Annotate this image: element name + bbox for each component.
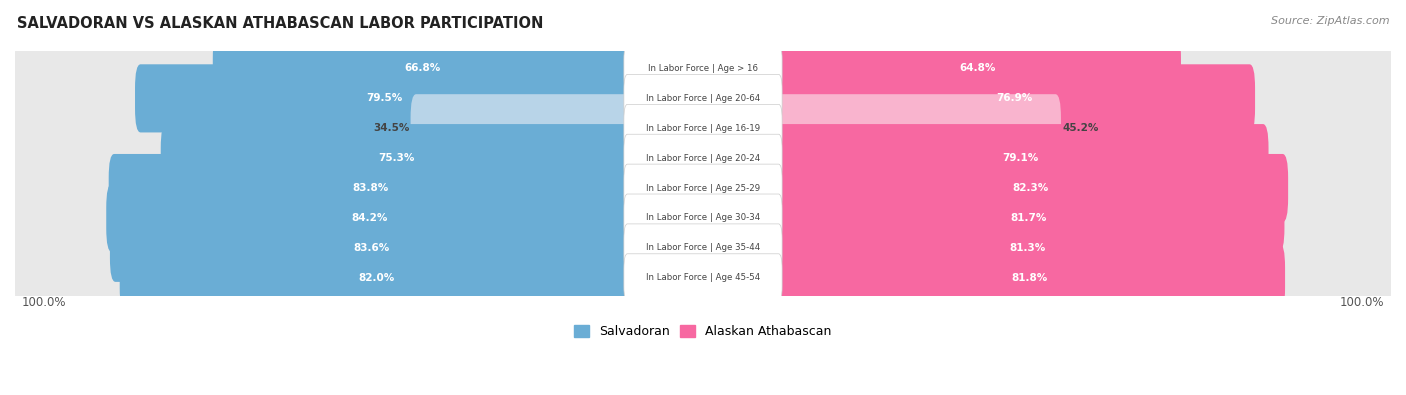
FancyBboxPatch shape [773, 94, 1062, 162]
Text: In Labor Force | Age > 16: In Labor Force | Age > 16 [648, 64, 758, 73]
FancyBboxPatch shape [110, 214, 633, 282]
Text: In Labor Force | Age 25-29: In Labor Force | Age 25-29 [645, 184, 761, 192]
FancyBboxPatch shape [773, 64, 1256, 132]
FancyBboxPatch shape [411, 94, 633, 162]
Text: In Labor Force | Age 45-54: In Labor Force | Age 45-54 [645, 273, 761, 282]
FancyBboxPatch shape [108, 154, 633, 222]
FancyBboxPatch shape [107, 184, 633, 252]
FancyBboxPatch shape [15, 25, 1391, 111]
Legend: Salvadoran, Alaskan Athabascan: Salvadoran, Alaskan Athabascan [569, 320, 837, 343]
FancyBboxPatch shape [773, 214, 1282, 282]
FancyBboxPatch shape [773, 244, 1285, 312]
FancyBboxPatch shape [624, 104, 782, 152]
Text: 66.8%: 66.8% [405, 64, 441, 73]
Text: 84.2%: 84.2% [352, 213, 388, 223]
FancyBboxPatch shape [773, 154, 1288, 222]
Text: In Labor Force | Age 30-34: In Labor Force | Age 30-34 [645, 213, 761, 222]
FancyBboxPatch shape [15, 115, 1391, 201]
Text: In Labor Force | Age 35-44: In Labor Force | Age 35-44 [645, 243, 761, 252]
FancyBboxPatch shape [15, 205, 1391, 291]
Text: 79.5%: 79.5% [366, 93, 402, 103]
FancyBboxPatch shape [15, 85, 1391, 171]
Text: 34.5%: 34.5% [373, 123, 409, 133]
FancyBboxPatch shape [15, 145, 1391, 231]
Text: 64.8%: 64.8% [959, 64, 995, 73]
Text: 82.3%: 82.3% [1012, 183, 1049, 193]
FancyBboxPatch shape [624, 254, 782, 302]
FancyBboxPatch shape [120, 244, 633, 312]
Text: 76.9%: 76.9% [995, 93, 1032, 103]
Text: 81.8%: 81.8% [1011, 273, 1047, 283]
FancyBboxPatch shape [212, 34, 633, 103]
FancyBboxPatch shape [15, 175, 1391, 261]
FancyBboxPatch shape [160, 124, 633, 192]
Text: 75.3%: 75.3% [378, 153, 415, 163]
Text: Source: ZipAtlas.com: Source: ZipAtlas.com [1271, 16, 1389, 26]
Text: 81.7%: 81.7% [1011, 213, 1047, 223]
Text: 100.0%: 100.0% [1340, 295, 1384, 308]
FancyBboxPatch shape [624, 224, 782, 272]
Text: 45.2%: 45.2% [1063, 123, 1098, 133]
FancyBboxPatch shape [773, 34, 1181, 103]
Text: SALVADORAN VS ALASKAN ATHABASCAN LABOR PARTICIPATION: SALVADORAN VS ALASKAN ATHABASCAN LABOR P… [17, 16, 543, 31]
FancyBboxPatch shape [624, 134, 782, 182]
Text: In Labor Force | Age 16-19: In Labor Force | Age 16-19 [645, 124, 761, 133]
FancyBboxPatch shape [15, 235, 1391, 321]
Text: In Labor Force | Age 20-24: In Labor Force | Age 20-24 [645, 154, 761, 163]
Text: 81.3%: 81.3% [1010, 243, 1046, 253]
FancyBboxPatch shape [624, 45, 782, 92]
Text: 100.0%: 100.0% [22, 295, 66, 308]
FancyBboxPatch shape [624, 194, 782, 242]
Text: 79.1%: 79.1% [1002, 153, 1039, 163]
Text: 83.6%: 83.6% [353, 243, 389, 253]
FancyBboxPatch shape [135, 64, 633, 132]
Text: 83.8%: 83.8% [353, 183, 389, 193]
Text: 82.0%: 82.0% [359, 273, 395, 283]
FancyBboxPatch shape [773, 184, 1285, 252]
FancyBboxPatch shape [624, 75, 782, 122]
FancyBboxPatch shape [15, 55, 1391, 141]
FancyBboxPatch shape [624, 164, 782, 212]
Text: In Labor Force | Age 20-64: In Labor Force | Age 20-64 [645, 94, 761, 103]
FancyBboxPatch shape [773, 124, 1268, 192]
